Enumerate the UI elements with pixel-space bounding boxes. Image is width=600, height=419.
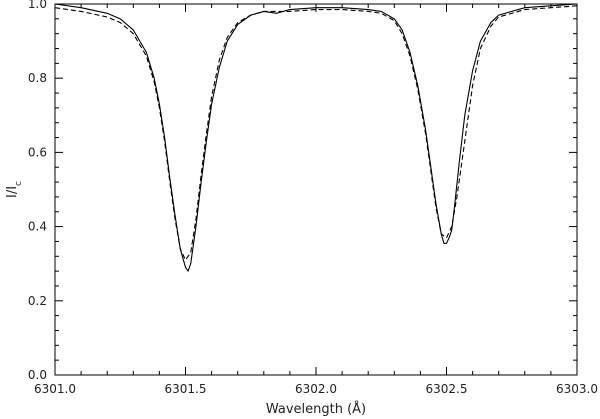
x-tick-label: 6301.0	[34, 382, 76, 396]
y-axis-label-main: I	[5, 194, 20, 198]
y-axis-label-sep: /	[5, 189, 20, 194]
y-axis-label-sub: c	[14, 181, 24, 186]
y-tick-label: 1.0	[28, 0, 47, 11]
x-tick-label: 6302.0	[295, 382, 337, 396]
plot-frame	[54, 3, 578, 376]
x-tick-label: 6301.5	[165, 382, 207, 396]
x-axis-label: Wavelength (Å)	[266, 401, 366, 417]
x-tick-label: 6303.0	[556, 382, 598, 396]
solid-profile-line	[54, 3, 578, 272]
y-tick-label: 0.8	[28, 71, 47, 85]
series-layer	[54, 3, 578, 272]
x-axis-ticks: 6301.0 6301.5 6302.0 6302.5 6303.0	[34, 4, 598, 396]
dashed-profile-line	[54, 5, 578, 261]
y-axis-ticks: 0.0 0.2 0.4 0.6 0.8 1.0	[28, 0, 577, 382]
y-tick-label: 0.2	[28, 294, 47, 308]
y-axis-label: I/Ic	[5, 181, 24, 198]
y-tick-label: 0.0	[28, 368, 47, 382]
y-axis-label-main-2: I	[5, 186, 20, 190]
y-tick-label: 0.6	[28, 145, 47, 159]
y-tick-label: 0.4	[28, 220, 47, 234]
x-tick-label: 6302.5	[426, 382, 468, 396]
